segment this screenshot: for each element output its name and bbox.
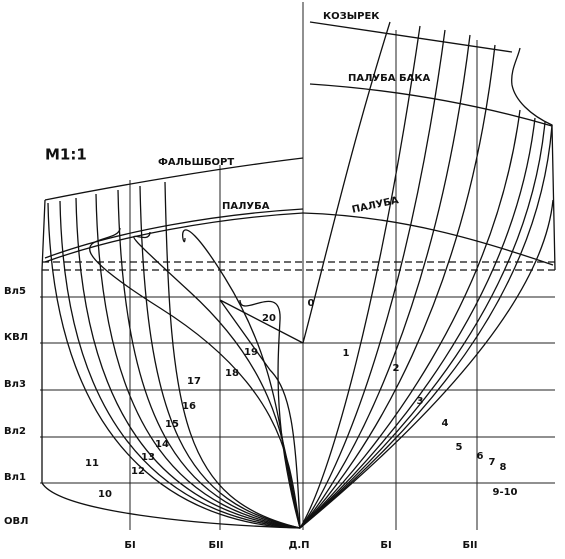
station-number: 12 [131,466,145,477]
station-number: 20 [262,313,276,324]
station-curve [139,185,301,529]
station-number: 10 [98,489,112,500]
buttock-label: БII [462,540,477,551]
waterline-label: Вл2 [4,426,26,437]
deck-label: ПАЛУБА [222,201,270,212]
station-curve [219,299,304,529]
station-number: 0 [308,298,315,309]
deck-label: ПАЛУБА [351,195,400,216]
station-curve [299,44,496,529]
waterline-label: Вл3 [4,379,26,390]
station-curve [164,181,301,529]
station-curve [95,193,301,529]
station-curve [59,200,301,529]
station-number: 11 [85,458,99,469]
station-number: 2 [393,363,400,374]
station-number: 16 [182,401,196,412]
station-number: 17 [187,376,201,387]
station-number: 15 [165,419,179,430]
station-curve [299,34,471,529]
station-curve [47,202,301,529]
station-curves [47,21,554,529]
station-curve [239,299,301,529]
station-curve [299,121,546,529]
station-number: 7 [489,457,496,468]
hull-outline [41,21,556,529]
station-number: 18 [225,368,239,379]
station-number: 14 [155,439,169,450]
buttock-label: БI [380,540,391,551]
buttock-label: БII [208,540,223,551]
buttock-label: БI [124,540,135,551]
buttock-label: Д.П [288,540,309,551]
station-curve [299,124,553,529]
bulwark-label: ФАЛЬШБОРТ [158,157,234,168]
station-number: 5 [456,442,463,453]
station-curve [117,189,301,529]
station-curve [299,29,446,529]
station-curve [299,25,421,529]
station-curve [133,231,301,529]
station-curve [302,21,391,344]
station-number: 8 [500,462,507,473]
waterline-label: Вл5 [4,286,26,297]
forecastle-deck-label: ПАЛУБА БАКА [348,73,431,84]
visor-label: КОЗЫРЕК [323,11,380,22]
station-number: 6 [477,451,484,462]
station-curve [182,229,301,529]
station-curve [89,227,301,529]
station-number: 13 [141,452,155,463]
waterline-label: КВЛ [4,332,28,343]
waterline-label: ОВЛ [4,516,28,527]
station-curve [299,117,536,529]
station-number: 4 [442,418,449,429]
station-curve [75,197,301,529]
station-number: 3 [417,396,424,407]
station-number: 19 [244,347,258,358]
station-curve [299,109,521,529]
station-curve [299,199,554,529]
station-number: 9-10 [492,487,517,498]
waterline-label: Вл1 [4,472,26,483]
scale-label: М1:1 [45,146,87,164]
station-number: 1 [343,348,350,359]
